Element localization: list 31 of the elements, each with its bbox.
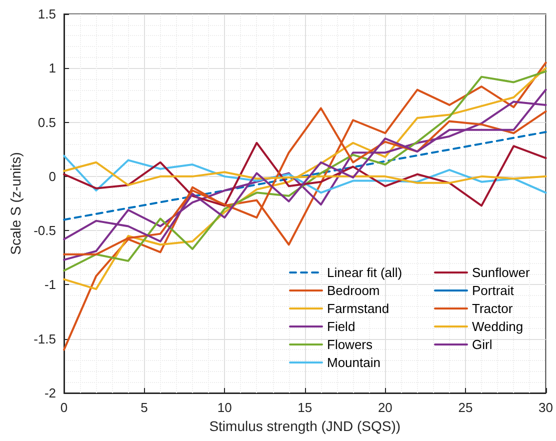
y-tick-label: 0.5 bbox=[38, 114, 56, 130]
y-tick-label: 1.5 bbox=[38, 6, 56, 22]
line-series bbox=[63, 142, 547, 207]
line-series bbox=[63, 62, 547, 351]
y-tick-label: -0.5 bbox=[34, 223, 56, 238]
legend-label: Wedding bbox=[472, 319, 524, 334]
legend-label: Flowers bbox=[327, 337, 374, 352]
x-tick-label: 15 bbox=[298, 400, 312, 415]
x-tick-label: 25 bbox=[458, 400, 473, 415]
x-tick-label: 30 bbox=[538, 400, 554, 415]
y-tick-label: -1 bbox=[44, 277, 56, 292]
y-tick-label: -2 bbox=[44, 386, 56, 400]
y-tick-label: 1 bbox=[48, 60, 56, 76]
y-axis-title: Scale S (z-units) bbox=[8, 152, 24, 255]
legend-label: Girl bbox=[472, 337, 492, 352]
x-tick-label: 5 bbox=[140, 400, 148, 415]
x-tick-label: 10 bbox=[217, 400, 232, 415]
y-tick-label: -1.5 bbox=[34, 331, 56, 346]
legend-label: Bedroom bbox=[327, 283, 380, 298]
line-series bbox=[63, 154, 547, 194]
legend-label: Linear fit (all) bbox=[327, 265, 402, 280]
legend-label: Mountain bbox=[327, 355, 380, 370]
x-tick-label: 20 bbox=[378, 400, 392, 415]
x-axis-title: Stimulus strength (JND (SQS)) bbox=[209, 418, 401, 434]
legend-label: Sunflower bbox=[472, 265, 530, 280]
legend-label: Farmstand bbox=[327, 301, 390, 316]
x-tick-label: 0 bbox=[60, 400, 68, 415]
legend-label: Portrait bbox=[472, 283, 514, 298]
y-tick-label: 0 bbox=[48, 168, 56, 184]
legend-label: Tractor bbox=[472, 301, 514, 316]
legend-label: Field bbox=[327, 319, 356, 334]
